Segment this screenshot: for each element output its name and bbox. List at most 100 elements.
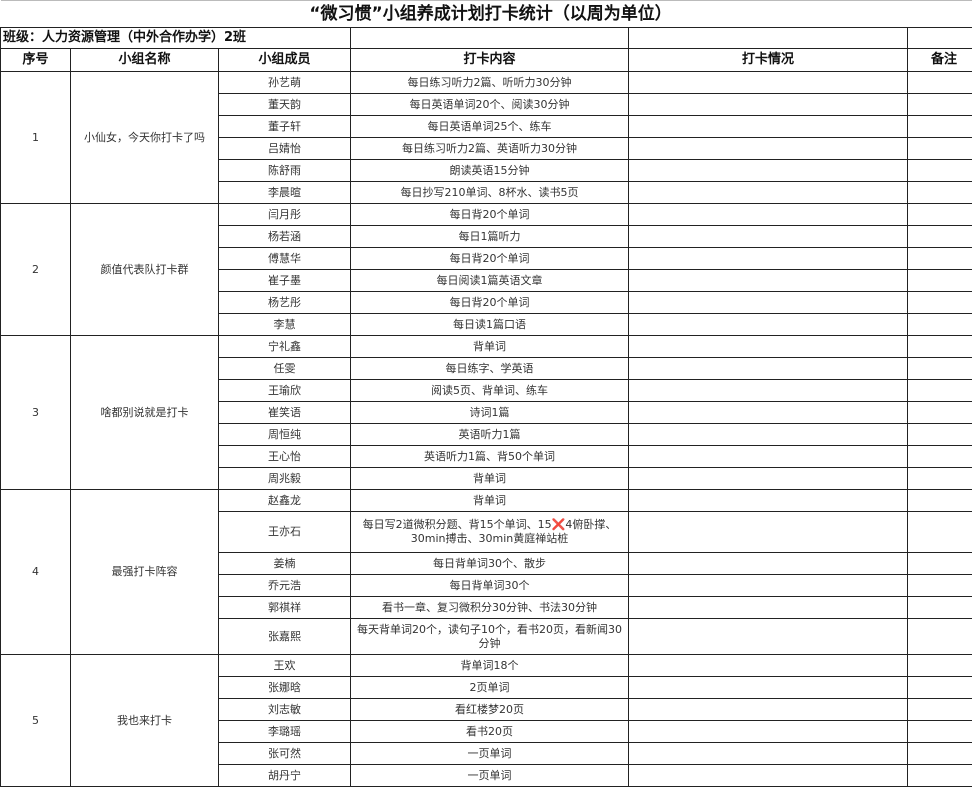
status-cell[interactable] xyxy=(629,743,908,765)
note-cell[interactable] xyxy=(908,597,972,619)
member-content: 背单词 xyxy=(351,336,629,358)
header-group: 小组名称 xyxy=(71,49,219,72)
empty-cell[interactable] xyxy=(908,28,972,49)
note-cell[interactable] xyxy=(908,655,972,677)
note-cell[interactable] xyxy=(908,138,972,160)
note-cell[interactable] xyxy=(908,699,972,721)
status-cell[interactable] xyxy=(629,424,908,446)
note-cell[interactable] xyxy=(908,94,972,116)
note-cell[interactable] xyxy=(908,380,972,402)
member-content: 每日背20个单词 xyxy=(351,204,629,226)
status-cell[interactable] xyxy=(629,314,908,336)
content-text: 背单词 xyxy=(473,494,506,507)
status-cell[interactable] xyxy=(629,94,908,116)
status-cell[interactable] xyxy=(629,292,908,314)
status-cell[interactable] xyxy=(629,116,908,138)
note-cell[interactable] xyxy=(908,226,972,248)
status-cell[interactable] xyxy=(629,468,908,490)
status-cell[interactable] xyxy=(629,358,908,380)
content-text: 一页单词 xyxy=(468,769,512,782)
note-cell[interactable] xyxy=(908,160,972,182)
status-cell[interactable] xyxy=(629,699,908,721)
member-content: 每日练习听力2篇、英语听力30分钟 xyxy=(351,138,629,160)
content-text: 每日写2道微积分题、背15个单词、15 xyxy=(363,518,552,531)
status-cell[interactable] xyxy=(629,597,908,619)
group-index: 4 xyxy=(1,490,71,655)
note-cell[interactable] xyxy=(908,721,972,743)
group-name: 啥都别说就是打卡 xyxy=(71,336,219,490)
member-content: 背单词 xyxy=(351,490,629,512)
status-cell[interactable] xyxy=(629,182,908,204)
status-cell[interactable] xyxy=(629,575,908,597)
member-content: 阅读5页、背单词、练车 xyxy=(351,380,629,402)
group-index: 5 xyxy=(1,655,71,787)
member-content: 每日英语单词25个、练车 xyxy=(351,116,629,138)
member-name: 王亦石 xyxy=(219,512,351,553)
empty-cell[interactable] xyxy=(629,28,908,49)
status-cell[interactable] xyxy=(629,490,908,512)
status-cell[interactable] xyxy=(629,380,908,402)
note-cell[interactable] xyxy=(908,553,972,575)
note-cell[interactable] xyxy=(908,512,972,553)
note-cell[interactable] xyxy=(908,424,972,446)
member-content: 每日练习听力2篇、听听力30分钟 xyxy=(351,72,629,94)
status-cell[interactable] xyxy=(629,160,908,182)
note-cell[interactable] xyxy=(908,743,972,765)
member-name: 王心怡 xyxy=(219,446,351,468)
note-cell[interactable] xyxy=(908,575,972,597)
status-cell[interactable] xyxy=(629,655,908,677)
status-cell[interactable] xyxy=(629,270,908,292)
member-content: 看红楼梦20页 xyxy=(351,699,629,721)
note-cell[interactable] xyxy=(908,270,972,292)
note-cell[interactable] xyxy=(908,314,972,336)
note-cell[interactable] xyxy=(908,292,972,314)
member-name: 崔子墨 xyxy=(219,270,351,292)
status-cell[interactable] xyxy=(629,446,908,468)
status-cell[interactable] xyxy=(629,721,908,743)
status-cell[interactable] xyxy=(629,553,908,575)
note-cell[interactable] xyxy=(908,468,972,490)
note-cell[interactable] xyxy=(908,336,972,358)
member-name: 陈舒雨 xyxy=(219,160,351,182)
status-cell[interactable] xyxy=(629,619,908,655)
member-name: 周兆毅 xyxy=(219,468,351,490)
status-cell[interactable] xyxy=(629,72,908,94)
status-cell[interactable] xyxy=(629,677,908,699)
content-text: 背单词 xyxy=(473,340,506,353)
content-text: 看书20页 xyxy=(466,725,513,738)
header-member: 小组成员 xyxy=(219,49,351,72)
empty-cell[interactable] xyxy=(351,28,629,49)
content-text: 2页单词 xyxy=(470,681,510,694)
content-text: 每日背单词30个 xyxy=(450,579,530,592)
status-cell[interactable] xyxy=(629,204,908,226)
note-cell[interactable] xyxy=(908,248,972,270)
note-cell[interactable] xyxy=(908,619,972,655)
note-cell[interactable] xyxy=(908,358,972,380)
note-cell[interactable] xyxy=(908,446,972,468)
status-cell[interactable] xyxy=(629,248,908,270)
note-cell[interactable] xyxy=(908,765,972,787)
status-cell[interactable] xyxy=(629,226,908,248)
member-name: 杨若涵 xyxy=(219,226,351,248)
note-cell[interactable] xyxy=(908,490,972,512)
note-cell[interactable] xyxy=(908,72,972,94)
member-name: 赵鑫龙 xyxy=(219,490,351,512)
member-name: 郭祺祥 xyxy=(219,597,351,619)
note-cell[interactable] xyxy=(908,677,972,699)
status-cell[interactable] xyxy=(629,512,908,553)
status-cell[interactable] xyxy=(629,402,908,424)
content-text: 背单词18个 xyxy=(461,659,519,672)
status-cell[interactable] xyxy=(629,336,908,358)
note-cell[interactable] xyxy=(908,116,972,138)
status-cell[interactable] xyxy=(629,138,908,160)
member-name: 乔元浩 xyxy=(219,575,351,597)
group-name: 最强打卡阵容 xyxy=(71,490,219,655)
note-cell[interactable] xyxy=(908,204,972,226)
status-cell[interactable] xyxy=(629,765,908,787)
member-content: 2页单词 xyxy=(351,677,629,699)
note-cell[interactable] xyxy=(908,182,972,204)
note-cell[interactable] xyxy=(908,402,972,424)
member-name: 王欢 xyxy=(219,655,351,677)
